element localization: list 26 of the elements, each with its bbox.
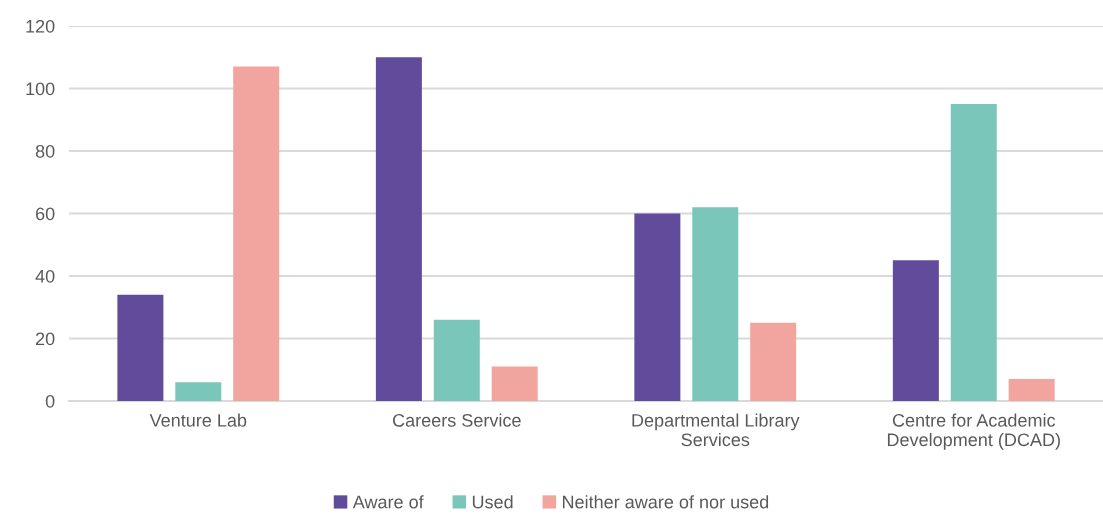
y-tick-label: 40: [35, 269, 55, 283]
y-tick-label: 0: [45, 394, 55, 408]
bar: [233, 66, 280, 401]
x-tick-label: Careers Service: [392, 413, 521, 427]
bar: [375, 57, 422, 401]
y-tick-label: 100: [26, 82, 55, 96]
bar: [692, 207, 739, 401]
x-tick-label: Centre for Academic Development (DCAD): [887, 413, 1060, 450]
bar: [950, 104, 997, 401]
bar: [117, 294, 164, 401]
bar: [1008, 379, 1055, 401]
y-tick-label: 60: [35, 207, 55, 221]
x-tick-label: Departmental Library Services: [632, 413, 800, 447]
bar: [433, 319, 480, 401]
bar: [175, 382, 222, 401]
y-tick-label: 80: [35, 144, 55, 158]
legend-label: Aware of: [352, 495, 424, 509]
bar: [750, 322, 797, 401]
legend-label: Neither aware of nor used: [562, 495, 769, 509]
bar: [892, 260, 939, 401]
bar: [491, 366, 538, 401]
y-tick-label: 120: [26, 19, 55, 33]
x-tick-label: Venture Lab: [149, 413, 247, 427]
legend-label: Used: [472, 495, 513, 509]
bar: [634, 213, 681, 401]
y-tick-label: 20: [35, 332, 55, 346]
